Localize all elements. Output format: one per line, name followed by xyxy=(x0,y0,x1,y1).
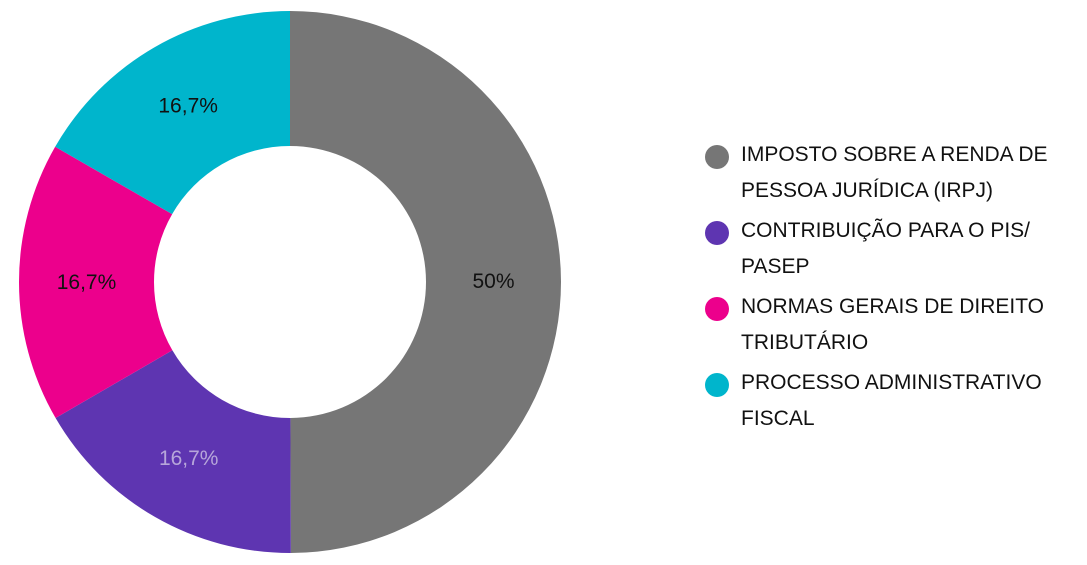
legend: IMPOSTO SOBRE A RENDA DE PESSOA JURÍDICA… xyxy=(705,137,1080,441)
legend-label-pis-pasep: CONTRIBUIÇÃO PARA O PIS/ PASEP xyxy=(741,219,1030,278)
legend-swatch-processo-administrativo xyxy=(705,373,729,397)
slice-normas-gerais xyxy=(18,146,173,418)
legend-item-pis-pasep: CONTRIBUIÇÃO PARA O PIS/ PASEP xyxy=(705,213,1080,285)
legend-item-processo-administrativo: PROCESSO ADMINISTRATIVO FISCAL xyxy=(705,365,1080,437)
slice-value-label-processo-administrativo: 16,7% xyxy=(158,94,218,117)
slice-pis-pasep xyxy=(55,350,291,553)
legend-label-irpj: IMPOSTO SOBRE A RENDA DE PESSOA JURÍDICA… xyxy=(741,143,1048,202)
slice-irpj xyxy=(290,11,561,553)
legend-item-normas-gerais: NORMAS GERAIS DE DIREITO TRIBUTÁRIO xyxy=(705,289,1080,361)
legend-swatch-irpj xyxy=(705,145,729,169)
legend-item-irpj: IMPOSTO SOBRE A RENDA DE PESSOA JURÍDICA… xyxy=(705,137,1080,209)
slice-value-label-normas-gerais: 16,7% xyxy=(57,271,117,294)
slice-processo-administrativo xyxy=(55,11,290,215)
legend-swatch-pis-pasep xyxy=(705,221,729,245)
legend-label-processo-administrativo: PROCESSO ADMINISTRATIVO FISCAL xyxy=(741,371,1042,430)
legend-label-normas-gerais: NORMAS GERAIS DE DIREITO TRIBUTÁRIO xyxy=(741,295,1044,354)
legend-swatch-normas-gerais xyxy=(705,297,729,321)
slice-value-label-irpj: 50% xyxy=(472,270,514,293)
slice-value-label-pis-pasep: 16,7% xyxy=(159,447,219,470)
